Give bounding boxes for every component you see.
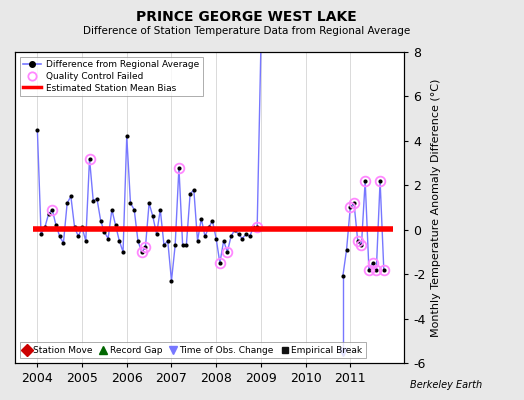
Text: Difference of Station Temperature Data from Regional Average: Difference of Station Temperature Data f…	[83, 26, 410, 36]
Y-axis label: Monthly Temperature Anomaly Difference (°C): Monthly Temperature Anomaly Difference (…	[431, 78, 441, 337]
Legend: Station Move, Record Gap, Time of Obs. Change, Empirical Break: Station Move, Record Gap, Time of Obs. C…	[19, 342, 366, 358]
Text: Berkeley Earth: Berkeley Earth	[410, 380, 482, 390]
Text: PRINCE GEORGE WEST LAKE: PRINCE GEORGE WEST LAKE	[136, 10, 357, 24]
